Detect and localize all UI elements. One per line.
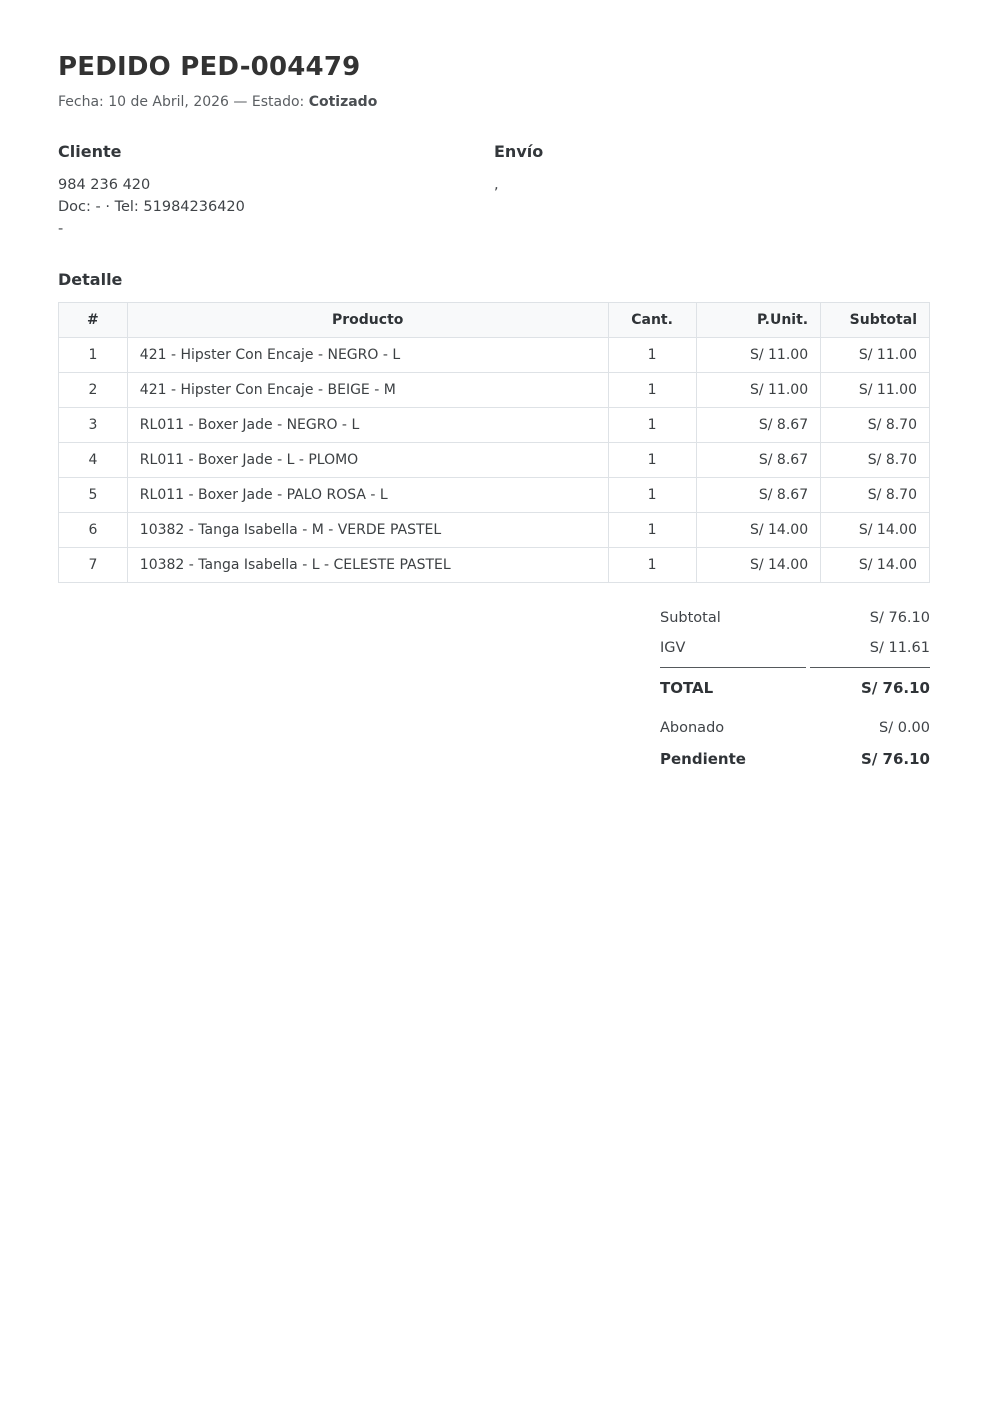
detail-section: Detalle # Producto Cant. P.Unit. Subtota… [58, 270, 930, 583]
row-unit-price: S/ 11.00 [695, 372, 822, 408]
row-qty: 1 [607, 477, 697, 513]
pendiente-label: Pendiente [660, 750, 746, 768]
items-table-header: # Producto Cant. P.Unit. Subtotal [58, 302, 930, 338]
order-status: Cotizado [308, 94, 378, 110]
total-row: TOTAL S/ 76.10 [660, 667, 930, 704]
row-number: 5 [58, 477, 128, 513]
subtotal-label: Subtotal [660, 610, 721, 626]
row-number: 2 [58, 372, 128, 408]
total-value: S/ 76.10 [810, 667, 930, 704]
total-label: TOTAL [660, 667, 806, 704]
row-product: RL011 - Boxer Jade - NEGRO - L [126, 407, 609, 443]
igv-label: IGV [660, 640, 686, 656]
row-number: 6 [58, 512, 128, 548]
abonado-label: Abonado [660, 720, 725, 736]
row-subtotal: S/ 14.00 [820, 547, 930, 583]
row-qty: 1 [607, 512, 697, 548]
row-subtotal: S/ 8.70 [820, 442, 930, 478]
row-product: RL011 - Boxer Jade - PALO ROSA - L [126, 477, 609, 513]
client-doc-line: Doc: - · Tel: 51984236420 [58, 199, 245, 215]
client-name: 984 236 420 [58, 177, 151, 193]
row-product: 10382 - Tanga Isabella - L - CELESTE PAS… [126, 547, 609, 583]
row-subtotal: S/ 8.70 [820, 407, 930, 443]
igv-value: S/ 11.61 [869, 640, 930, 656]
row-number: 1 [58, 337, 128, 373]
row-number: 7 [58, 547, 128, 583]
row-unit-price: S/ 8.67 [695, 407, 822, 443]
row-qty: 1 [607, 337, 697, 373]
row-unit-price: S/ 11.00 [695, 337, 822, 373]
row-product: 421 - Hipster Con Encaje - BEIGE - M [126, 372, 609, 408]
header-cell-price: P.Unit. [695, 302, 822, 338]
abonado-value: S/ 0.00 [879, 720, 930, 736]
order-date-status-prefix: Fecha: 10 de Abril, 2026 — Estado: [58, 94, 309, 110]
client-section: Cliente 984 236 420 Doc: - · Tel: 519842… [58, 142, 494, 240]
table-row: 7 10382 - Tanga Isabella - L - CELESTE PA… [58, 547, 930, 583]
table-row: 3 RL011 - Boxer Jade - NEGRO - L 1 S/ 8.67 S… [58, 407, 930, 443]
row-subtotal: S/ 11.00 [820, 337, 930, 373]
header-cell-qty: Cant. [607, 302, 697, 338]
header-cell-product: Producto [126, 302, 609, 338]
row-qty: 1 [607, 407, 697, 443]
row-number: 4 [58, 442, 128, 478]
row-qty: 1 [607, 547, 697, 583]
row-number: 3 [58, 407, 128, 443]
totals-section: Subtotal S/ 76.10 IGV S/ 11.61 TOTAL S/ … [660, 603, 930, 775]
client-heading: Cliente [58, 142, 122, 161]
order-date-status: Fecha: 10 de Abril, 2026 — Estado: Cotiz… [58, 94, 930, 110]
detail-heading: Detalle [58, 270, 123, 289]
subtotal-row: Subtotal S/ 76.10 [660, 603, 930, 633]
items-table-body: 1 421 - Hipster Con Encaje - NEGRO - L 1 S/… [58, 337, 930, 583]
table-row: 4 RL011 - Boxer Jade - L - PLOMO 1 S/ 8.67 S… [58, 442, 930, 478]
row-qty: 1 [607, 442, 697, 478]
row-product: 421 - Hipster Con Encaje - NEGRO - L [126, 337, 609, 373]
row-unit-price: S/ 8.67 [695, 477, 822, 513]
row-unit-price: S/ 14.00 [695, 512, 822, 548]
table-row: 5 RL011 - Boxer Jade - PALO ROSA - L 1 S/ 8… [58, 477, 930, 513]
table-row: 2 421 - Hipster Con Encaje - BEIGE - M 1 S/… [58, 372, 930, 408]
parties-section: Cliente 984 236 420 Doc: - · Tel: 519842… [58, 142, 930, 240]
subtotal-value: S/ 76.10 [869, 610, 930, 626]
items-table: # Producto Cant. P.Unit. Subtotal 1 421 -… [58, 302, 930, 583]
pendiente-row: Pendiente S/ 76.10 [660, 743, 930, 775]
row-qty: 1 [607, 372, 697, 408]
row-unit-price: S/ 8.67 [695, 442, 822, 478]
row-subtotal: S/ 8.70 [820, 477, 930, 513]
row-unit-price: S/ 14.00 [695, 547, 822, 583]
shipping-section: Envío , [494, 142, 930, 240]
pendiente-value: S/ 76.10 [861, 750, 930, 768]
page-title: PEDIDO PED-004479 [58, 52, 361, 82]
table-row: 6 10382 - Tanga Isabella - M - VERDE PAST… [58, 512, 930, 548]
header-cell-subtotal: Subtotal [820, 302, 930, 338]
row-subtotal: S/ 14.00 [820, 512, 930, 548]
abonado-row: Abonado S/ 0.00 [660, 713, 930, 743]
table-row: 1 421 - Hipster Con Encaje - NEGRO - L 1 S/… [58, 337, 930, 373]
row-subtotal: S/ 11.00 [820, 372, 930, 408]
shipping-line: , [494, 177, 499, 193]
header-cell-num: # [58, 302, 128, 338]
row-product: 10382 - Tanga Isabella - M - VERDE PASTE… [126, 512, 609, 548]
igv-row: IGV S/ 11.61 [660, 633, 930, 663]
client-address: - [58, 221, 64, 237]
shipping-heading: Envío [494, 142, 544, 161]
row-product: RL011 - Boxer Jade - L - PLOMO [126, 442, 609, 478]
order-document: PEDIDO PED-004479 Fecha: 10 de Abril, 20… [58, 52, 930, 775]
